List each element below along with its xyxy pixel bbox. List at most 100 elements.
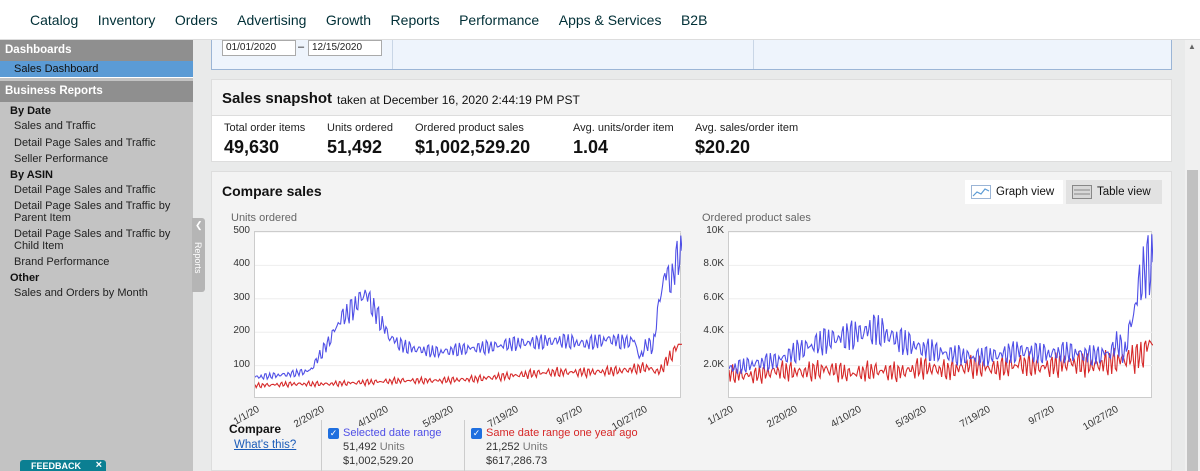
graph-view-button[interactable]: Graph view (965, 180, 1063, 204)
other-group: Other (10, 271, 40, 284)
legend-selected-range: ✓ Selected date range 51,492 Units $1,002… (328, 427, 441, 467)
nav-item-apps-services[interactable]: Apps & Services (558, 11, 662, 28)
last-year-label: Same date range one year ago (486, 427, 638, 439)
divider (321, 420, 322, 471)
nav-item-b2b[interactable]: B2B (680, 11, 708, 28)
nav-item-orders[interactable]: Orders (174, 11, 218, 28)
last-year-sales: $617,286.73 (486, 455, 548, 467)
sidebar-item[interactable]: Detail Page Sales and Traffic by Parent … (14, 200, 171, 224)
nav-item-performance[interactable]: Performance (459, 11, 540, 28)
nav-item-catalog[interactable]: Catalog (30, 11, 79, 28)
nav-item-inventory[interactable]: Inventory (97, 11, 156, 28)
sales-snapshot-metrics: Total order items 49,630 Units ordered 5… (211, 116, 1172, 162)
y-tick-label: 300 (233, 291, 250, 303)
legend-last-year: ✓ Same date range one year ago 21,252 Uni… (471, 427, 638, 467)
metric-avg-units-per-order-item: Avg. units/order item 1.04 (573, 122, 674, 158)
by-date-group: By Date (10, 105, 51, 117)
by-asin-group: By ASIN (10, 168, 53, 181)
table-view-label: Table view (1097, 186, 1151, 198)
units-ordered-svg (254, 231, 683, 389)
sales-snapshot-timestamp: taken at December 16, 2020 2:44:19 PM PS… (337, 93, 580, 107)
reports-tab-label: Reports (193, 242, 203, 274)
y-tick-label: 500 (233, 225, 250, 236)
last-year-units: 21,252 (486, 441, 520, 453)
metric-label: Ordered product sales (415, 122, 524, 134)
units-ordered-chart (254, 231, 683, 398)
divider (392, 40, 393, 69)
sidebar-item[interactable]: Detail Page Sales and Traffic (14, 183, 156, 196)
chevron-left-icon: ❮ (195, 220, 203, 230)
divider (464, 420, 465, 471)
sidebar-item[interactable]: Detail Page Sales and Traffic by Child I… (14, 228, 171, 252)
chart-title-units-ordered: Units ordered (231, 212, 298, 224)
metric-avg-sales-per-order-item: Avg. sales/order item $20.20 (695, 122, 798, 158)
units-word: Units (522, 441, 548, 453)
nav-item-reports[interactable]: Reports (390, 11, 440, 28)
line-chart-icon (971, 185, 991, 199)
feedback-button[interactable]: FEEDBACK × (20, 459, 106, 471)
feedback-label: FEEDBACK (31, 461, 82, 471)
metric-label: Avg. sales/order item (695, 122, 799, 134)
sidebar-item[interactable]: Detail Page Sales and Traffic (14, 136, 156, 149)
sidebar-item-sales-dashboard[interactable]: Sales Dashboard (0, 61, 193, 78)
top-navigation: Catalog Inventory Orders Advertising Growth R… (0, 0, 1200, 40)
metric-label: Total order items (224, 122, 306, 134)
y-tick-label: 10K (706, 225, 724, 236)
y-tick-label: 200 (233, 325, 250, 337)
sidebar-collapse-tab[interactable]: ❮ Reports (192, 218, 205, 292)
sidebar: Dashboards Sales Dashboard Business Repo… (0, 40, 193, 471)
compare-section: Compare What's this? (229, 422, 296, 451)
start-date-input[interactable]: 01/01/2020 (222, 40, 296, 56)
metric-label: Avg. units/order item (573, 122, 674, 134)
nav-item-advertising[interactable]: Advertising (237, 11, 307, 28)
sales-snapshot-header: Sales snapshot taken at December 16, 202… (211, 79, 1172, 116)
nav-item-growth[interactable]: Growth (325, 11, 372, 28)
sidebar-item[interactable]: Brand Performance (14, 256, 110, 268)
y-tick-label: 6.0K (703, 291, 724, 303)
graph-view-label: Graph view (996, 186, 1055, 198)
series-line-selected-range (728, 234, 1154, 374)
metric-value: 1.04 (573, 137, 609, 157)
y-tick-label: 400 (233, 258, 250, 270)
metric-value: 49,630 (224, 137, 280, 157)
metric-value: $20.20 (695, 137, 751, 157)
units-word: Units (379, 441, 405, 453)
metric-total-order-items: Total order items 49,630 (224, 122, 305, 158)
compare-label: Compare (229, 422, 282, 436)
metric-value: $1,002,529.20 (415, 137, 531, 157)
scrollbar-thumb[interactable] (1187, 170, 1198, 471)
whats-this-link[interactable]: What's this? (234, 439, 297, 451)
business-reports-header: Business Reports (0, 81, 193, 102)
y-tick-label: 2.0K (703, 358, 724, 370)
metric-value: 51,492 (327, 137, 383, 157)
sidebar-item[interactable]: Seller Performance (14, 153, 109, 165)
divider (753, 40, 754, 69)
ordered-product-sales-svg (728, 231, 1154, 384)
close-icon[interactable]: × (95, 459, 102, 471)
selected-range-label: Selected date range (343, 427, 442, 439)
metric-ordered-product-sales: Ordered product sales $1,002,529.20 (415, 122, 530, 158)
y-tick-label: 100 (233, 358, 250, 370)
date-range-panel: 01/01/2020 – 12/15/2020 (211, 40, 1172, 70)
metric-label: Units ordered (327, 122, 394, 134)
series-line-last-year (254, 343, 683, 389)
end-date-input[interactable]: 12/15/2020 (308, 40, 382, 56)
table-view-button[interactable]: Table view (1066, 180, 1162, 204)
last-year-checkbox[interactable]: ✓ (471, 427, 482, 439)
metric-units-ordered: Units ordered 51,492 (327, 122, 393, 158)
table-icon (1072, 185, 1092, 199)
scroll-up-icon[interactable]: ▲ (1188, 42, 1196, 51)
selected-units: 51,492 (343, 441, 377, 453)
y-tick-label: 4.0K (703, 325, 724, 337)
page-scrollbar[interactable]: ▲ (1185, 40, 1200, 471)
selected-range-checkbox[interactable]: ✓ (328, 427, 339, 439)
chart-title-ordered-product-sales: Ordered product sales (702, 212, 811, 224)
date-range-dash: – (298, 41, 305, 53)
sidebar-item[interactable]: Sales and Orders by Month (14, 286, 148, 299)
dashboards-header: Dashboards (0, 40, 193, 61)
sales-snapshot-title: Sales snapshot (222, 90, 333, 107)
series-line-selected-range (254, 235, 683, 381)
y-tick-label: 8.0K (703, 258, 724, 270)
sidebar-item[interactable]: Sales and Traffic (14, 120, 96, 132)
compare-sales-title: Compare sales (222, 183, 322, 199)
